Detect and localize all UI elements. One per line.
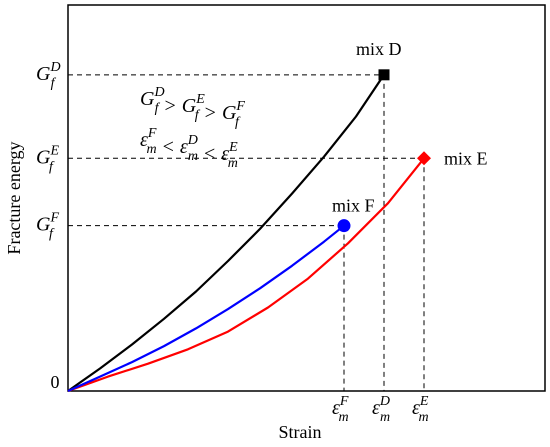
y-tick-0: GD f <box>36 60 61 91</box>
x-tick-1: εE m <box>412 394 429 425</box>
x-tick-2: εF m <box>332 394 349 425</box>
series-label-mix-e: mix E <box>444 148 488 168</box>
x-axis-label: Strain <box>279 422 322 442</box>
series-line-mix-d <box>67 74 385 392</box>
series-line-mix-f <box>67 224 345 393</box>
y-tick-2: GF f <box>36 211 59 242</box>
series-label-mix-f: mix F <box>332 196 375 216</box>
series-line-mix-e <box>67 157 425 393</box>
annotation-strain-order: εF m < εD m < εE m <box>140 126 238 171</box>
marker-mix-f <box>337 219 351 233</box>
y-axis-label: Fracture energy <box>4 141 24 254</box>
series-label-mix-d: mix D <box>356 39 402 59</box>
x-tick-0: εD m <box>372 394 390 425</box>
plot-frame <box>67 4 546 392</box>
y-tick-1: GE f <box>36 143 59 174</box>
marker-mix-e <box>417 151 431 166</box>
marker-mix-d <box>378 69 390 81</box>
origin-label: 0 <box>51 372 60 392</box>
annotation-energy-order: GD f > GE f > GF f <box>140 85 245 130</box>
